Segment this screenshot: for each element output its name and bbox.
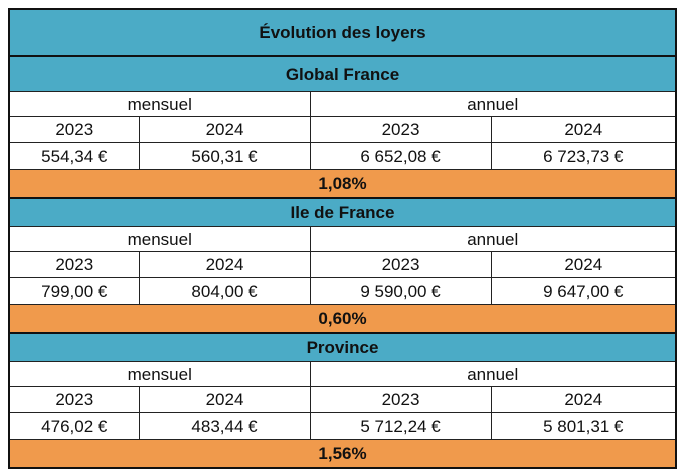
value-cell: 560,31 € [138,142,311,170]
period-row: mensuel annuel [8,361,677,387]
year-cell: 2023 [8,116,140,143]
year-row: 2023 2024 2023 2024 [8,251,677,278]
year-cell: 2023 [8,251,140,278]
period-label-annual: annuel [309,91,677,117]
year-row: 2023 2024 2023 2024 [8,116,677,143]
year-cell: 2023 [8,386,140,413]
value-cell: 5 712,24 € [309,412,492,440]
change-percentage-province: 1,56% [8,439,677,469]
year-cell: 2024 [490,386,677,413]
value-cell: 804,00 € [138,277,311,305]
year-cell: 2024 [490,116,677,143]
change-percentage-ile-de-france: 0,60% [8,304,677,334]
value-cell: 9 647,00 € [490,277,677,305]
rent-evolution-table: Évolution des loyers Global France mensu… [8,8,678,469]
period-label-annual: annuel [309,226,677,252]
year-row: 2023 2024 2023 2024 [8,386,677,413]
change-row: 0,60% [8,304,677,334]
value-row: 799,00 € 804,00 € 9 590,00 € 9 647,00 € [8,277,677,305]
year-cell: 2023 [309,386,492,413]
year-cell: 2024 [138,251,311,278]
section-title-province: Province [8,332,677,362]
value-cell: 554,34 € [8,142,140,170]
period-label-monthly: mensuel [8,226,311,252]
value-row: 476,02 € 483,44 € 5 712,24 € 5 801,31 € [8,412,677,440]
period-row: mensuel annuel [8,91,677,117]
year-cell: 2023 [309,116,492,143]
period-label-annual: annuel [309,361,677,387]
value-cell: 483,44 € [138,412,311,440]
value-cell: 6 723,73 € [490,142,677,170]
section-title-ile-de-france: Ile de France [8,197,677,227]
year-cell: 2023 [309,251,492,278]
value-cell: 5 801,31 € [490,412,677,440]
period-label-monthly: mensuel [8,361,311,387]
year-cell: 2024 [138,116,311,143]
title-row: Évolution des loyers [8,8,677,57]
change-percentage-global-france: 1,08% [8,169,677,199]
section-title-global-france: Global France [8,55,677,92]
period-row: mensuel annuel [8,226,677,252]
value-row: 554,34 € 560,31 € 6 652,08 € 6 723,73 € [8,142,677,170]
value-cell: 9 590,00 € [309,277,492,305]
section-header-row: Ile de France [8,197,677,227]
section-header-row: Province [8,332,677,362]
change-row: 1,56% [8,439,677,469]
period-label-monthly: mensuel [8,91,311,117]
section-header-row: Global France [8,55,677,92]
table-title: Évolution des loyers [8,8,677,57]
year-cell: 2024 [490,251,677,278]
change-row: 1,08% [8,169,677,199]
year-cell: 2024 [138,386,311,413]
value-cell: 6 652,08 € [309,142,492,170]
value-cell: 476,02 € [8,412,140,440]
value-cell: 799,00 € [8,277,140,305]
